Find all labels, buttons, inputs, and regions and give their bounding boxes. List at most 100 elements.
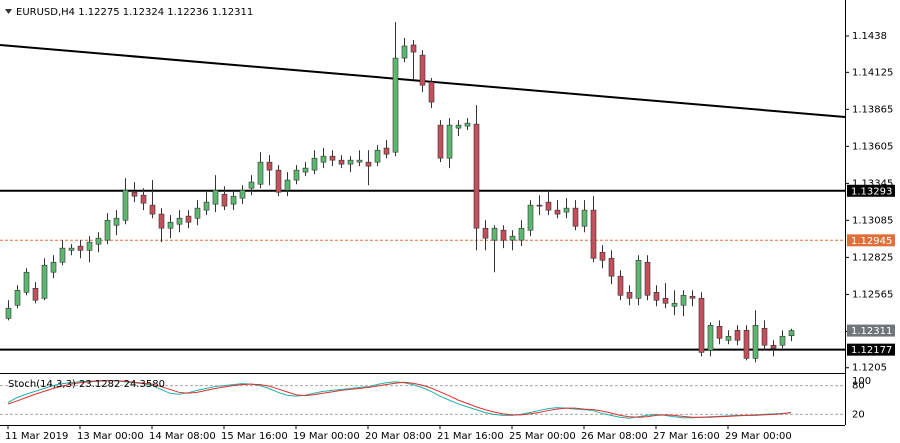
- candle-body: [410, 44, 417, 53]
- x-tick-label: 13 Mar 00:00: [77, 431, 144, 442]
- candle-body: [41, 264, 48, 299]
- candle-body: [257, 161, 264, 185]
- candle-body: [563, 207, 570, 213]
- candle-body: [5, 307, 12, 319]
- candle-body: [347, 159, 354, 165]
- candle-body: [392, 57, 399, 153]
- x-tick-label: 20 Mar 08:00: [365, 431, 432, 442]
- candle-body: [86, 241, 93, 251]
- x-tick-label: 29 Mar 00:00: [725, 431, 792, 442]
- stoch-main: 23.1282: [79, 379, 120, 390]
- candle-body: [698, 297, 705, 353]
- candle-body: [428, 81, 435, 103]
- candle-body: [536, 204, 543, 207]
- y-tick-label: 1.13605: [852, 141, 893, 152]
- candle-body: [14, 289, 21, 306]
- y-tick-label: 1.12565: [852, 289, 893, 300]
- candle-body: [464, 122, 471, 127]
- candle-body: [626, 291, 633, 299]
- level-price-label: 1.12945: [851, 236, 892, 247]
- candle-body: [356, 159, 363, 163]
- candle-body: [320, 155, 327, 163]
- candle-body: [212, 189, 219, 205]
- candle-body: [122, 189, 129, 221]
- candle-body: [518, 227, 525, 241]
- candle-body: [599, 251, 606, 261]
- stoch-tick-label: 20: [852, 409, 865, 420]
- candle-body: [311, 157, 318, 171]
- candle-body: [275, 169, 282, 193]
- candle-body: [554, 209, 561, 215]
- x-tick-label: 27 Mar 16:00: [653, 431, 720, 442]
- level-price-box: [847, 184, 895, 197]
- y-tick-label: 1.1205: [852, 363, 887, 374]
- candle-body: [473, 123, 480, 229]
- x-tick-label: 25 Mar 00:00: [509, 431, 576, 442]
- candle-body: [527, 204, 534, 231]
- candle-body: [293, 169, 300, 181]
- candle-body: [545, 201, 552, 211]
- candle-body: [437, 124, 444, 159]
- candle-body: [104, 219, 111, 241]
- candle-body: [302, 167, 309, 173]
- candle-body: [716, 326, 723, 339]
- symbol: EURUSD,H4: [16, 7, 75, 18]
- candle-body: [788, 330, 795, 336]
- candle-body: [590, 209, 597, 259]
- candle-body: [752, 325, 759, 359]
- candle-body: [23, 271, 30, 293]
- x-tick-label: 15 Mar 16:00: [221, 431, 288, 442]
- candle-body: [644, 261, 651, 296]
- candle-body: [158, 213, 165, 229]
- candle-body: [509, 235, 516, 241]
- high: 1.12324: [123, 7, 164, 18]
- low: 1.12236: [167, 7, 208, 18]
- chart-header: EURUSD,H4 1.12275 1.12324 1.12236 1.1231…: [16, 7, 253, 18]
- stoch-tick-label: 100: [852, 376, 871, 387]
- x-tick-label: 19 Mar 00:00: [293, 431, 360, 442]
- candle-body: [77, 245, 84, 251]
- candle-body: [140, 194, 147, 204]
- candle-body: [59, 247, 66, 263]
- menu-triangle: [5, 9, 12, 14]
- candle-body: [734, 329, 741, 341]
- y-tick-label: 1.14125: [852, 67, 893, 78]
- y-tick-label: 1.13345: [852, 178, 893, 189]
- candle-body: [581, 209, 588, 227]
- candle-body: [635, 259, 642, 299]
- stoch-title: Stoch(14,3,3): [8, 379, 76, 390]
- candle-body: [500, 229, 507, 241]
- y-tick-label: 1.13865: [852, 104, 893, 115]
- candle-body: [455, 124, 462, 129]
- candle-body: [662, 297, 669, 304]
- x-tick-label: 11 Mar 2019: [5, 431, 68, 442]
- level-price-label: 1.12177: [851, 345, 892, 356]
- candle-body: [185, 215, 192, 223]
- candle-body: [725, 335, 732, 341]
- candle-body: [680, 294, 687, 306]
- candle-body: [446, 124, 453, 159]
- open: 1.12275: [78, 7, 119, 18]
- candle-body: [779, 335, 786, 346]
- close: 1.12311: [212, 7, 253, 18]
- candle-body: [743, 329, 750, 359]
- candle-body: [383, 147, 390, 155]
- candle-body: [653, 291, 660, 301]
- last-price-box: [847, 324, 895, 337]
- candle-body: [167, 221, 174, 229]
- candle-body: [608, 257, 615, 277]
- level-price-box: [847, 234, 895, 247]
- stoch-tick-label: 80: [852, 381, 865, 392]
- candle-body: [491, 227, 498, 241]
- candle-body: [329, 155, 336, 161]
- stoch-signal: 24.3580: [124, 379, 165, 390]
- candle-body: [284, 179, 291, 191]
- candle-body: [50, 261, 57, 273]
- x-tick-label: 14 Mar 08:00: [149, 431, 216, 442]
- candle-body: [176, 217, 183, 225]
- candle-body: [203, 201, 210, 211]
- x-tick-label: 26 Mar 08:00: [581, 431, 648, 442]
- candle-body: [770, 344, 777, 349]
- last-price-label: 1.12311: [851, 326, 892, 337]
